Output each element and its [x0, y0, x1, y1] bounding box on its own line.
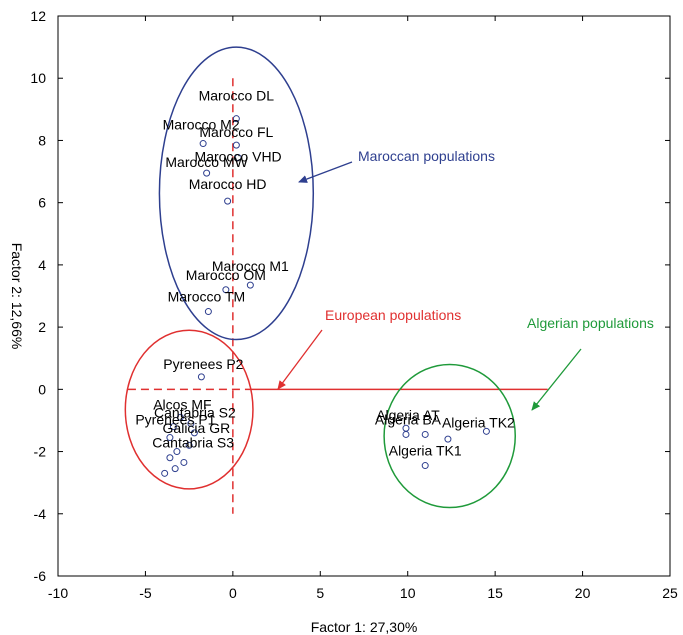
point-label: Algeria AT — [376, 407, 440, 423]
x-tick-label: 10 — [400, 585, 416, 601]
data-point — [402, 424, 410, 432]
y-tick-label: 12 — [30, 8, 46, 24]
group-ellipse-moroccan — [158, 46, 315, 341]
data-point — [190, 429, 198, 437]
data-point — [161, 469, 169, 477]
point-label: Marocco M1 — [212, 258, 289, 274]
data-point — [421, 462, 429, 470]
point-label: Alcos MF — [153, 396, 211, 412]
point-label: Marocco VHD — [195, 149, 282, 165]
data-point — [173, 448, 181, 456]
point-label: Algeria TK2 — [442, 414, 515, 430]
data-point — [232, 115, 240, 123]
annotation-arrow — [277, 329, 323, 390]
y-tick-label: 2 — [38, 319, 46, 335]
data-point — [199, 140, 207, 148]
point-label: Marocco DL — [199, 88, 275, 104]
y-tick-label: 10 — [30, 70, 46, 86]
point-label: Marocco OM — [186, 267, 266, 283]
group-ellipse-european — [124, 329, 254, 490]
x-tick-label: -10 — [48, 585, 68, 601]
data-point — [203, 169, 211, 177]
data-point — [185, 441, 193, 449]
annotations: Maroccan populations European populations… — [277, 148, 654, 411]
point-label: Marocco FL — [199, 124, 273, 140]
data-point — [171, 465, 179, 473]
data-point — [232, 141, 240, 149]
annotation-label: Maroccan populations — [358, 148, 495, 164]
x-tick-label: 0 — [229, 585, 237, 601]
annotation-label: European populations — [325, 307, 461, 323]
data-point — [402, 430, 410, 438]
point-label: Algeria BA — [375, 411, 442, 427]
data-point — [166, 434, 174, 442]
data-point — [222, 286, 230, 294]
y-tick-label: -2 — [34, 444, 47, 460]
point-label: Marocco M2 — [163, 117, 240, 133]
data-point — [246, 281, 254, 289]
x-tick-label: 5 — [316, 585, 324, 601]
y-tick-label: 0 — [38, 381, 46, 397]
data-point — [166, 454, 174, 462]
point-label: Marocco MW — [165, 154, 248, 170]
annotation-arrow — [298, 161, 353, 183]
x-tick-label: -5 — [139, 585, 152, 601]
y-axis-label: Factor 2: 12,66% — [9, 243, 25, 350]
data-points — [161, 115, 490, 477]
data-point — [234, 154, 242, 162]
x-axis-label: Factor 1: 27,30% — [311, 619, 418, 635]
point-label: Marocco TM — [168, 289, 246, 305]
point-label: Galicia GR — [163, 420, 231, 436]
data-point — [197, 373, 205, 381]
point-label: Cantabria S3 — [152, 434, 234, 450]
y-tick-label: -6 — [34, 568, 47, 584]
annotation-label: Algerian populations — [527, 315, 654, 331]
axis-ticks: -10 -5 0 5 10 15 20 25 -6 -4 -2 0 2 4 6 8 10 12 — [30, 8, 678, 601]
data-point — [444, 435, 452, 443]
data-point — [180, 458, 188, 466]
data-point — [176, 413, 184, 421]
data-point — [224, 197, 232, 205]
y-tick-label: -4 — [34, 506, 47, 522]
y-tick-label: 4 — [38, 257, 46, 273]
data-point — [482, 427, 490, 435]
point-label: Marocco HD — [189, 176, 267, 192]
plot-frame — [57, 15, 671, 577]
data-point — [421, 430, 429, 438]
x-tick-label: 25 — [662, 585, 678, 601]
group-shapes — [124, 46, 548, 514]
y-tick-label: 8 — [38, 132, 46, 148]
point-label: Cantabria S2 — [154, 405, 236, 421]
data-point — [204, 308, 212, 316]
point-label: Pyrenees P1 — [135, 412, 215, 428]
data-point — [169, 423, 177, 431]
point-label: Pyrenees P2 — [163, 356, 243, 372]
x-tick-label: 15 — [487, 585, 503, 601]
data-point — [187, 420, 195, 428]
x-tick-label: 20 — [575, 585, 591, 601]
annotation-arrow — [531, 348, 582, 411]
point-label: Algeria TK1 — [389, 443, 462, 459]
group-ellipse-algerian — [383, 363, 517, 509]
y-tick-label: 6 — [38, 195, 46, 211]
